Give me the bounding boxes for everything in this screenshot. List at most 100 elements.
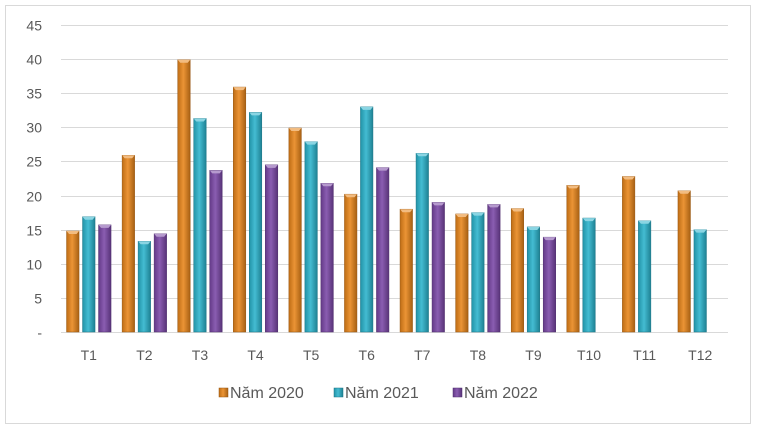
bar-body <box>288 127 302 333</box>
bar-body <box>193 118 207 333</box>
bar-body <box>431 202 445 333</box>
bar-body <box>455 213 469 333</box>
bar-body <box>82 216 96 333</box>
y-tick-label: 15 <box>26 223 42 239</box>
bar-n-m-2020-t1 <box>66 230 80 333</box>
bar-n-m-2020-t12 <box>677 190 691 333</box>
x-tick-label: T2 <box>136 347 153 363</box>
legend-item-n-m-2022: Năm 2022 <box>452 385 538 402</box>
bar-body <box>471 212 485 333</box>
bar-n-m-2021-t2 <box>137 241 151 333</box>
bar-body <box>677 190 691 333</box>
bar-body <box>209 170 223 333</box>
bar-body <box>693 229 707 333</box>
bar-top-bevel <box>638 220 651 224</box>
legend-swatch <box>452 387 463 398</box>
bar-body <box>582 217 596 333</box>
legend-label: Năm 2022 <box>464 385 538 402</box>
bar-n-m-2022-t8 <box>487 204 501 333</box>
bar-top-bevel <box>376 167 389 171</box>
bar-body <box>249 112 263 333</box>
bar-body <box>320 183 334 333</box>
bar-n-m-2020-t2 <box>121 155 135 333</box>
bar-top-bevel <box>487 204 501 208</box>
bar-n-m-2021-t3 <box>193 118 207 333</box>
bar-top-bevel <box>265 164 278 168</box>
bar-n-m-2020-t4 <box>233 86 247 333</box>
bar-n-m-2020-t3 <box>177 59 191 333</box>
bar-top-bevel <box>249 112 262 116</box>
bar-body <box>622 176 636 333</box>
bar-top-bevel <box>566 185 580 189</box>
bar-body <box>526 226 540 333</box>
bar-top-bevel <box>304 141 318 145</box>
bar-top-bevel <box>432 202 445 206</box>
y-tick-label: 20 <box>26 189 42 205</box>
x-tick-label: T6 <box>359 347 376 363</box>
bar-top-bevel <box>582 218 596 222</box>
bar-top-bevel <box>138 241 151 245</box>
bar-top-bevel <box>122 155 135 159</box>
bar-top-bevel <box>209 170 223 174</box>
bar-top-bevel <box>193 118 207 122</box>
bar-n-m-2020-t11 <box>622 176 636 333</box>
bar-n-m-2021-t8 <box>471 212 485 333</box>
x-tick-label: T3 <box>192 347 209 363</box>
bar-n-m-2022-t9 <box>542 236 556 333</box>
x-tick-label: T4 <box>247 347 264 363</box>
bar-body <box>487 204 501 333</box>
x-tick-label: T5 <box>303 347 320 363</box>
legend-item-n-m-2020: Năm 2020 <box>218 385 304 402</box>
bar-n-m-2021-t1 <box>82 216 96 333</box>
bar-body <box>265 164 279 333</box>
y-axis: - 5 10 15 20 25 30 35 40 45 <box>26 18 42 341</box>
bar-n-m-2021-t10 <box>582 217 596 333</box>
bar-top-bevel <box>511 208 524 212</box>
legend-swatch <box>218 387 229 398</box>
gridlines <box>61 25 728 333</box>
bar-n-m-2020-t9 <box>510 208 524 333</box>
bar-n-m-2020-t6 <box>344 193 358 333</box>
bar-top-bevel <box>320 183 334 187</box>
bar-body <box>510 208 524 333</box>
bar-n-m-2022-t2 <box>153 233 167 333</box>
x-axis: T1 T2 T3 T4 T5 T6 T7 T8 T9 T10 T11 T12 <box>81 347 713 363</box>
bar-top-bevel <box>233 87 246 91</box>
y-tick-label: 25 <box>26 154 42 170</box>
y-tick-label: 40 <box>26 52 42 68</box>
bar-n-m-2022-t7 <box>431 202 445 333</box>
y-tick-label: 35 <box>26 86 42 102</box>
bar-top-bevel <box>455 213 469 217</box>
bar-n-m-2021-t11 <box>638 220 652 333</box>
bar-n-m-2021-t6 <box>360 106 374 333</box>
bar-top-bevel <box>400 209 413 213</box>
bar-top-bevel <box>622 176 635 180</box>
bar-n-m-2020-t7 <box>399 208 413 333</box>
bar-body <box>121 155 135 333</box>
y-tick-label: 45 <box>26 18 42 34</box>
bar-n-m-2021-t12 <box>693 229 707 333</box>
bar-body <box>233 86 247 333</box>
bar-n-m-2021-t4 <box>249 112 263 333</box>
bars <box>66 59 707 333</box>
bar-body <box>415 153 429 333</box>
bar-body <box>638 220 652 333</box>
bar-top-bevel <box>177 59 191 63</box>
bar-n-m-2021-t9 <box>526 226 540 333</box>
x-tick-label: T1 <box>81 347 98 363</box>
bar-body <box>304 141 318 333</box>
bar-n-m-2022-t5 <box>320 183 334 333</box>
bar-body <box>566 185 580 333</box>
bar-top-bevel <box>416 153 429 157</box>
legend-swatch <box>333 387 344 398</box>
bar-body <box>98 224 112 333</box>
bar-top-bevel <box>543 237 556 241</box>
bar-top-bevel <box>677 190 691 194</box>
bar-top-bevel <box>154 233 167 237</box>
bar-body <box>137 241 151 333</box>
bar-top-bevel <box>471 212 485 216</box>
legend-label: Năm 2020 <box>230 385 304 402</box>
bar-n-m-2021-t5 <box>304 141 318 333</box>
bar-body <box>542 236 556 333</box>
bar-body <box>177 59 191 333</box>
